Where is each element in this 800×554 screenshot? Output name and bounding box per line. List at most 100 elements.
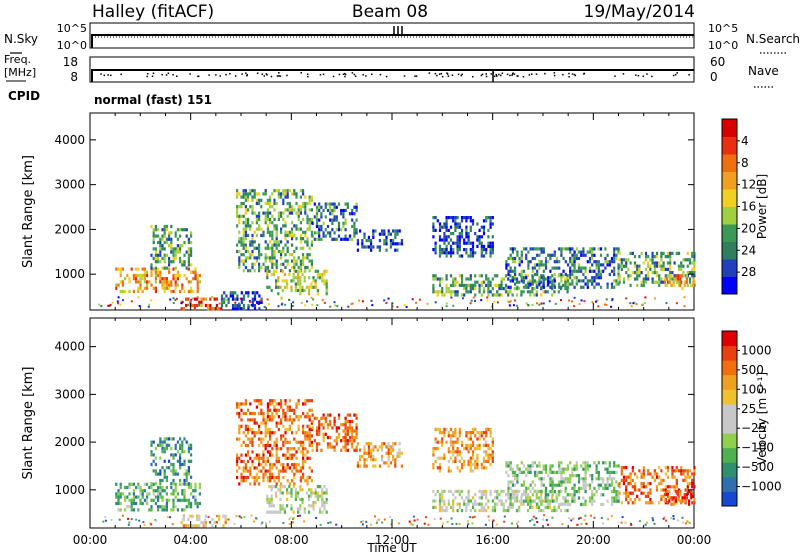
echo-cell	[172, 250, 175, 254]
echo-cell	[566, 285, 570, 289]
echo-cell	[516, 477, 519, 481]
echo-cell	[286, 189, 289, 193]
echo-cell	[569, 256, 572, 261]
echo-cell	[434, 493, 437, 497]
echo-cell	[302, 466, 305, 470]
echo-cell	[489, 434, 492, 438]
echo-cell	[240, 402, 243, 406]
echo-cell	[190, 247, 193, 251]
echo-cell	[542, 467, 545, 471]
echo-cell	[620, 267, 623, 271]
echo-cell	[522, 470, 526, 474]
echo-cell	[161, 283, 164, 287]
echo-cell	[658, 261, 661, 265]
echo-cell	[537, 489, 541, 493]
echo-cell	[179, 453, 182, 457]
echo-cell	[266, 269, 269, 273]
echo-cell	[674, 274, 677, 278]
echo-cell	[250, 304, 253, 307]
echo-cell	[322, 416, 325, 420]
echo-cell	[181, 228, 184, 232]
echo-cell	[348, 426, 352, 430]
echo-cell	[516, 493, 519, 497]
echo-cell	[547, 276, 550, 280]
echo-cell	[618, 280, 621, 284]
echo-cell	[378, 239, 381, 243]
date-title: 19/May/2014	[584, 2, 696, 22]
echo-cell	[664, 472, 667, 476]
nave-point	[481, 73, 484, 76]
echo-cell	[194, 489, 197, 493]
echo-cell	[324, 419, 327, 424]
echo-cell	[277, 459, 280, 464]
echo-cell	[315, 429, 319, 433]
echo-cell	[351, 237, 354, 241]
echo-cell	[291, 479, 294, 483]
echo-cell	[575, 247, 578, 251]
echo-cell	[297, 217, 300, 222]
echo-cell	[514, 474, 517, 478]
echo-cell	[148, 492, 151, 496]
echo-cell	[269, 469, 272, 473]
echo-cell	[170, 231, 173, 235]
echo-cell	[238, 437, 241, 441]
echo-cell	[573, 483, 576, 487]
echo-cell	[270, 497, 273, 501]
echo-cell	[181, 489, 184, 493]
noise-left-tick-high: 10^5	[57, 22, 87, 35]
echo-cell	[318, 423, 321, 427]
echo-cell	[161, 286, 164, 290]
echo-cell	[115, 286, 118, 290]
echo-cell	[294, 494, 297, 498]
echo-cell	[471, 440, 475, 444]
echo-cell	[277, 427, 280, 432]
echo-cell	[121, 283, 124, 287]
echo-cell	[679, 277, 682, 281]
echo-cell	[262, 192, 265, 196]
echo-cell	[509, 253, 512, 257]
echo-cell	[253, 189, 256, 193]
echo-cell	[258, 243, 261, 247]
echo-cell	[304, 479, 307, 483]
panel-frame	[89, 317, 695, 529]
echo-cell	[555, 496, 559, 500]
echo-cell	[478, 283, 481, 287]
echo-cell	[573, 493, 576, 497]
echo-cell	[370, 242, 373, 246]
echo-cell	[280, 402, 283, 406]
echo-cell	[449, 290, 453, 294]
echo-cell	[413, 519, 416, 522]
echo-cell	[529, 505, 532, 509]
echo-cell	[566, 493, 570, 497]
echo-cell	[288, 518, 291, 521]
echo-cell	[620, 258, 623, 262]
echo-cell	[681, 287, 684, 291]
echo-cell	[460, 232, 464, 236]
echo-cell	[471, 283, 475, 287]
echo-cell	[157, 508, 160, 512]
echo-cell	[467, 493, 470, 497]
echo-cell	[143, 273, 146, 278]
echo-cell	[469, 287, 472, 291]
echo-cell	[551, 480, 554, 484]
echo-cell	[671, 475, 674, 479]
echo-cell	[518, 280, 521, 284]
echo-cell	[666, 255, 670, 259]
echo-cell	[306, 450, 309, 454]
echo-cell	[597, 474, 600, 478]
echo-cell	[638, 520, 641, 523]
echo-cell	[299, 259, 302, 263]
echo-cell	[578, 303, 581, 306]
echo-cell	[236, 249, 239, 254]
echo-cell	[491, 277, 494, 281]
nave-point	[509, 74, 511, 77]
echo-cell	[165, 498, 168, 502]
echo-cell	[542, 302, 545, 305]
echo-cell	[389, 239, 392, 243]
echo-cell	[679, 493, 682, 497]
echo-cell	[280, 262, 283, 266]
echo-cell	[458, 241, 461, 245]
echo-cell	[348, 423, 352, 427]
echo-cell	[168, 231, 171, 235]
